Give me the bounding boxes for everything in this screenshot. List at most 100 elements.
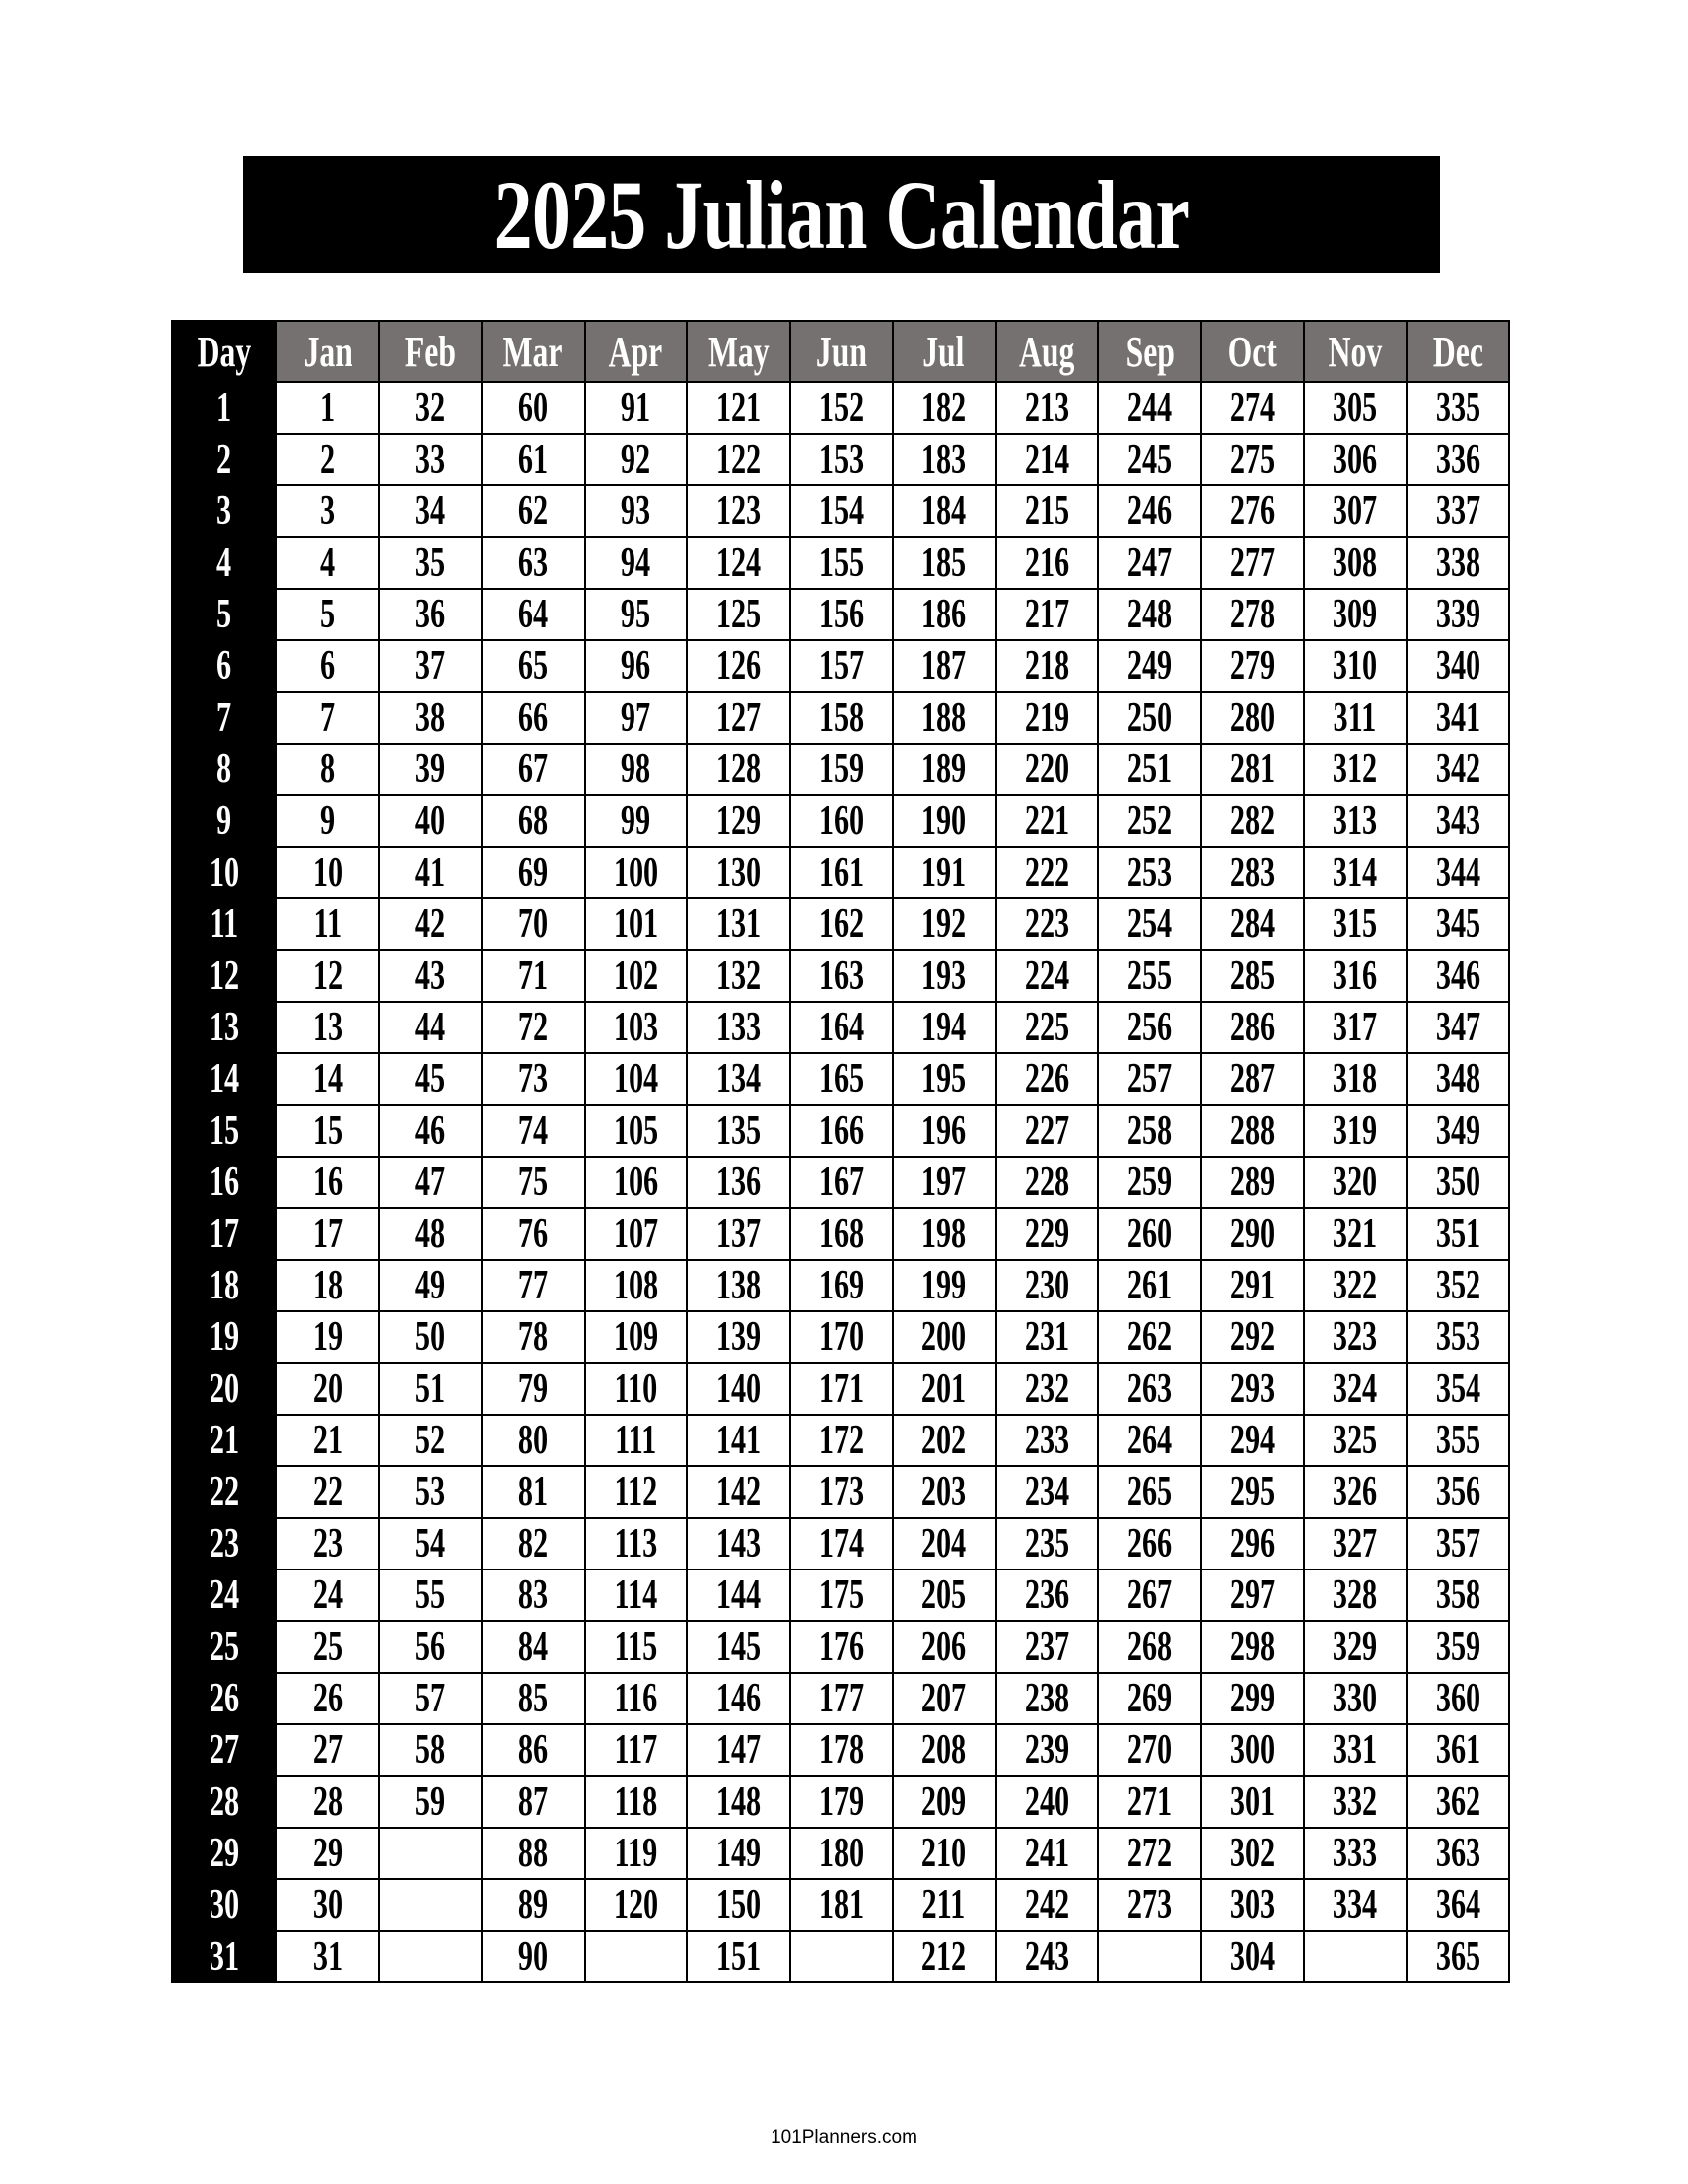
julian-day-cell: 302 <box>1199 1827 1305 1880</box>
cell-value: 345 <box>1435 901 1480 947</box>
cell-value: 40 <box>415 798 446 844</box>
header-label: Sep <box>1125 327 1175 376</box>
table-row: 10 10 41 69 100 130 161 191 222 253 283 314 344 <box>171 846 1510 899</box>
cell-value: 352 <box>1435 1263 1480 1308</box>
julian-day-cell: 100 <box>583 846 688 899</box>
cell-value: 112 <box>614 1469 658 1515</box>
julian-day-cell: 74 <box>481 1104 586 1158</box>
cell-value: 75 <box>517 1160 548 1205</box>
julian-day-cell: 5 <box>275 588 380 641</box>
cell-value: 332 <box>1333 1779 1378 1825</box>
cell-value: 174 <box>818 1521 864 1567</box>
cell-value: 126 <box>716 643 762 689</box>
cell-value: 171 <box>818 1366 864 1412</box>
cell-value: 76 <box>517 1211 548 1257</box>
julian-day-cell: 33 <box>377 433 483 486</box>
julian-day-cell: 239 <box>994 1723 1099 1777</box>
cell-value: 153 <box>818 437 864 482</box>
table-row: 17 17 48 76 107 137 168 198 229 260 290 321 351 <box>171 1207 1510 1261</box>
cell-value: 133 <box>716 1005 762 1050</box>
cell-value: 110 <box>614 1366 658 1412</box>
julian-day-cell: 254 <box>1097 897 1202 951</box>
cell-value: 176 <box>818 1624 864 1670</box>
julian-day-cell: 92 <box>583 433 688 486</box>
cell-value: 150 <box>716 1882 762 1928</box>
julian-day-cell: 167 <box>788 1156 894 1209</box>
julian-day-cell: 51 <box>377 1362 483 1416</box>
cell-value: 221 <box>1024 798 1069 844</box>
cell-value: 360 <box>1435 1676 1480 1721</box>
cell-value: 310 <box>1333 643 1378 689</box>
cell-value: 73 <box>517 1056 548 1102</box>
cell-value: 209 <box>921 1779 967 1825</box>
cell-value: 7 <box>320 695 336 741</box>
julian-day-cell: 148 <box>686 1775 791 1829</box>
table-row: 12 12 43 71 102 132 163 193 224 255 285 316 346 <box>171 949 1510 1003</box>
julian-day-cell: 94 <box>583 536 688 590</box>
julian-day-cell: 69 <box>481 846 586 899</box>
julian-day-cell: 340 <box>1405 639 1510 693</box>
julian-day-cell: 136 <box>686 1156 791 1209</box>
cell-value: 182 <box>921 385 967 431</box>
cell-value: 211 <box>921 1882 966 1928</box>
julian-day-cell <box>583 1930 688 1983</box>
julian-day-cell: 199 <box>892 1259 997 1312</box>
cell-value: 340 <box>1435 643 1480 689</box>
cell-value: 244 <box>1127 385 1173 431</box>
julian-day-cell: 170 <box>788 1310 894 1364</box>
day-number-cell: 17 <box>171 1207 277 1261</box>
julian-day-cell: 113 <box>583 1517 688 1570</box>
julian-day-cell: 360 <box>1405 1672 1510 1725</box>
julian-day-cell: 108 <box>583 1259 688 1312</box>
cell-value: 156 <box>818 592 864 637</box>
cell-value: 349 <box>1435 1108 1480 1154</box>
title-banner: 2025 Julian Calendar <box>243 156 1440 273</box>
table-row: 9 9 40 68 99 129 160 190 221 252 282 313 343 <box>171 794 1510 848</box>
cell-value: 9 <box>320 798 336 844</box>
julian-day-cell: 272 <box>1097 1827 1202 1880</box>
cell-value: 356 <box>1435 1469 1480 1515</box>
day-number-cell: 27 <box>171 1723 277 1777</box>
cell-value: 232 <box>1024 1366 1069 1412</box>
julian-day-cell: 57 <box>377 1672 483 1725</box>
cell-value: 132 <box>716 953 762 999</box>
cell-value: 298 <box>1229 1624 1275 1670</box>
julian-day-cell: 224 <box>994 949 1099 1003</box>
cell-value: 307 <box>1333 488 1378 534</box>
cell-value: 131 <box>716 901 762 947</box>
julian-day-cell: 15 <box>275 1104 380 1158</box>
cell-value: 111 <box>615 1418 657 1463</box>
day-number-cell: 15 <box>171 1104 277 1158</box>
cell-value: 261 <box>1127 1263 1173 1308</box>
cell-value: 167 <box>818 1160 864 1205</box>
header-label: Oct <box>1227 327 1277 376</box>
table-row: 19 19 50 78 109 139 170 200 231 262 292 323 353 <box>171 1310 1510 1364</box>
cell-value: 241 <box>1024 1831 1069 1876</box>
julian-day-cell: 196 <box>892 1104 997 1158</box>
cell-value: 188 <box>921 695 967 741</box>
julian-day-cell: 10 <box>275 846 380 899</box>
day-number-cell: 2 <box>171 433 277 486</box>
cell-value: 38 <box>415 695 446 741</box>
julian-day-cell: 359 <box>1405 1620 1510 1674</box>
table-row: 23 23 54 82 113 143 174 204 235 266 296 327 357 <box>171 1517 1510 1570</box>
julian-day-cell: 145 <box>686 1620 791 1674</box>
cell-value: 277 <box>1229 540 1275 586</box>
month-header-jan: Jan <box>275 320 380 383</box>
cell-value: 6 <box>215 643 232 689</box>
cell-value: 146 <box>716 1676 762 1721</box>
cell-value: 139 <box>716 1314 762 1360</box>
cell-value: 226 <box>1024 1056 1069 1102</box>
julian-day-cell: 35 <box>377 536 483 590</box>
julian-day-cell: 295 <box>1199 1465 1305 1519</box>
cell-value: 98 <box>621 747 651 792</box>
cell-value: 117 <box>614 1727 658 1773</box>
month-header-aug: Aug <box>994 320 1099 383</box>
julian-day-cell: 156 <box>788 588 894 641</box>
julian-day-cell: 119 <box>583 1827 688 1880</box>
julian-day-cell: 209 <box>892 1775 997 1829</box>
table-row: 25 25 56 84 115 145 176 206 237 268 298 329 359 <box>171 1620 1510 1674</box>
julian-day-cell: 203 <box>892 1465 997 1519</box>
julian-day-cell: 217 <box>994 588 1099 641</box>
cell-value: 104 <box>613 1056 658 1102</box>
